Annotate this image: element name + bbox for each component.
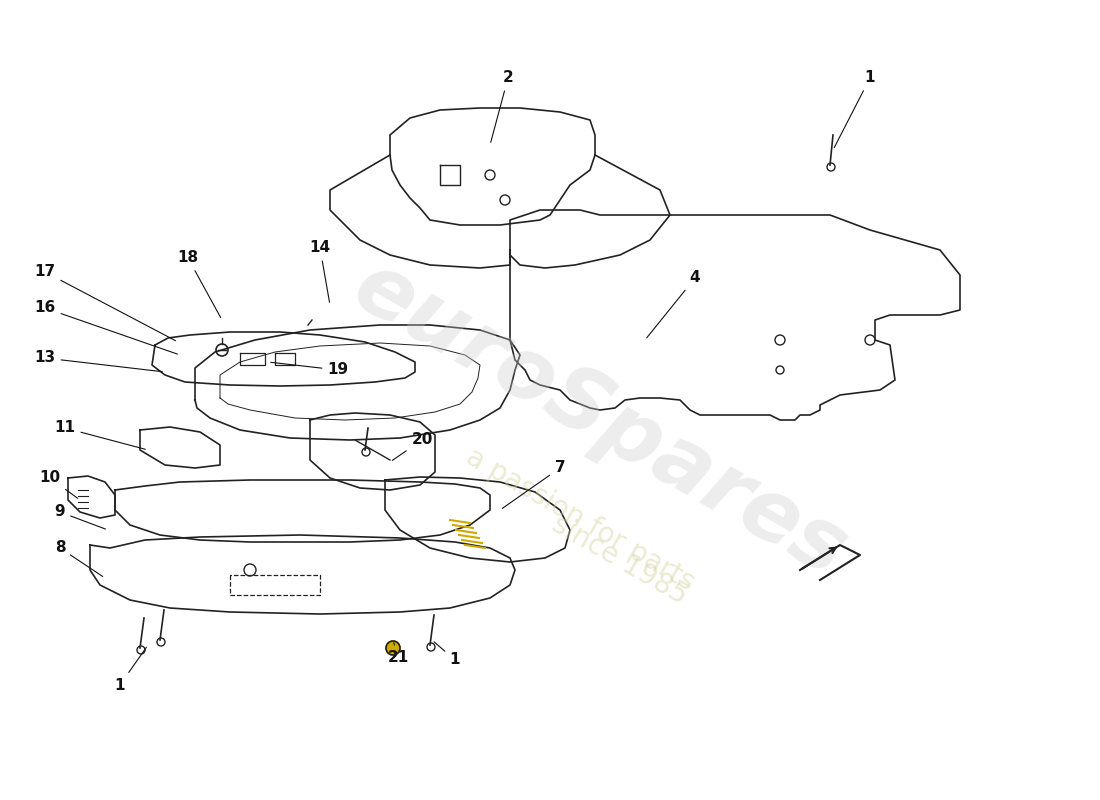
- Text: 18: 18: [177, 250, 221, 318]
- Text: 11: 11: [55, 421, 145, 450]
- Text: 1: 1: [834, 70, 876, 147]
- Text: 20: 20: [393, 433, 432, 461]
- Text: 8: 8: [55, 541, 102, 577]
- Text: 2: 2: [491, 70, 514, 142]
- Text: 7: 7: [503, 461, 565, 509]
- Text: 17: 17: [34, 265, 176, 341]
- Text: 16: 16: [34, 301, 177, 354]
- Text: 14: 14: [309, 241, 331, 302]
- Text: 1: 1: [434, 642, 460, 667]
- Text: 10: 10: [40, 470, 78, 498]
- Text: 4: 4: [647, 270, 701, 338]
- Text: 19: 19: [271, 362, 349, 378]
- Circle shape: [386, 641, 400, 655]
- Text: 21: 21: [387, 642, 408, 666]
- Text: 1: 1: [114, 647, 146, 693]
- Text: a passion for parts: a passion for parts: [461, 443, 700, 597]
- Text: euroSpares: euroSpares: [339, 246, 861, 594]
- Text: since 1985: since 1985: [548, 510, 693, 610]
- Text: 13: 13: [34, 350, 162, 372]
- Text: 9: 9: [55, 505, 106, 529]
